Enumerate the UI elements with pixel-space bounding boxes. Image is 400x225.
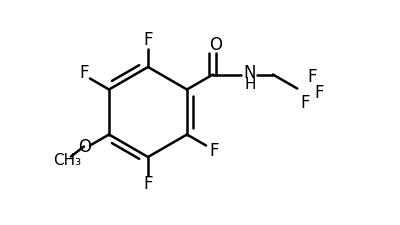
Text: H: H (244, 77, 256, 92)
Text: F: F (143, 175, 153, 193)
Text: O: O (78, 137, 92, 155)
Text: F: F (308, 68, 317, 86)
Text: F: F (300, 94, 310, 112)
Text: O: O (210, 36, 222, 54)
Text: F: F (314, 83, 324, 101)
Text: F: F (79, 63, 89, 81)
Text: F: F (143, 31, 153, 49)
Text: N: N (244, 65, 256, 83)
Text: F: F (209, 142, 219, 160)
Text: CH₃: CH₃ (53, 153, 81, 168)
